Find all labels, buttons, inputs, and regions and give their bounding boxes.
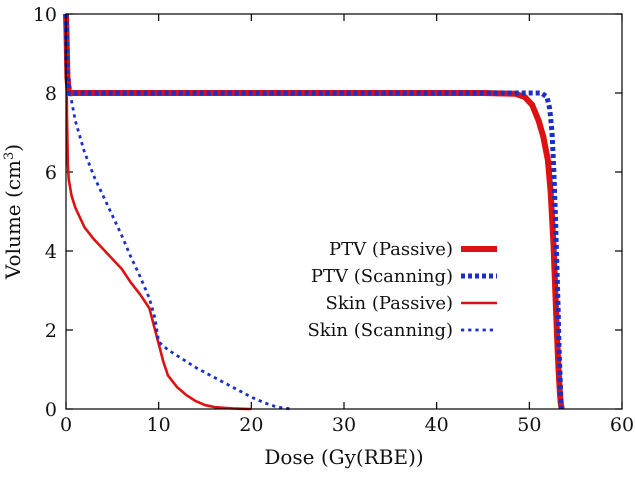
y-axis-label: Volume (cm3) [1, 144, 25, 280]
axes: 0 10 20 30 40 50 60 0 2 4 6 8 10 [33, 4, 634, 436]
legend-label: Skin (Passive) [326, 293, 453, 314]
x-tick-label: 10 [147, 414, 171, 436]
legend-label: PTV (Scanning) [311, 266, 453, 287]
legend: PTV (Passive) PTV (Scanning) Skin (Passive… [307, 239, 497, 341]
series-line-ptv-passive [63, 13, 565, 410]
y-tick-label: 4 [45, 241, 57, 263]
x-tick-label: 30 [332, 414, 356, 436]
y-axis-label-superscript: 3 [2, 152, 17, 160]
legend-label: Skin (Scanning) [307, 320, 453, 341]
y-tick-label: 8 [45, 83, 57, 105]
series-line-skin-passive [64, 13, 252, 411]
y-tick-label: 2 [45, 320, 57, 342]
y-axis-label-suffix: ) [1, 144, 25, 152]
x-axis-label: Dose (Gy(RBE)) [264, 445, 423, 469]
series-layer [63, 13, 565, 411]
y-tick-label: 10 [33, 4, 57, 26]
y-tick-label: 6 [45, 162, 57, 184]
x-tick-label: 40 [425, 414, 449, 436]
legend-label: PTV (Passive) [329, 239, 453, 260]
x-tick-label: 50 [517, 414, 541, 436]
series-line-ptv-scanning [63, 13, 564, 410]
x-tick-label: 60 [610, 414, 634, 436]
y-tick-label: 0 [45, 399, 57, 421]
x-tick-label: 20 [239, 414, 263, 436]
x-tick-label: 0 [60, 414, 72, 436]
plot-frame [65, 13, 623, 410]
y-axis-label-prefix: Volume (cm [1, 160, 25, 280]
series-line-skin-scanning [64, 13, 294, 411]
